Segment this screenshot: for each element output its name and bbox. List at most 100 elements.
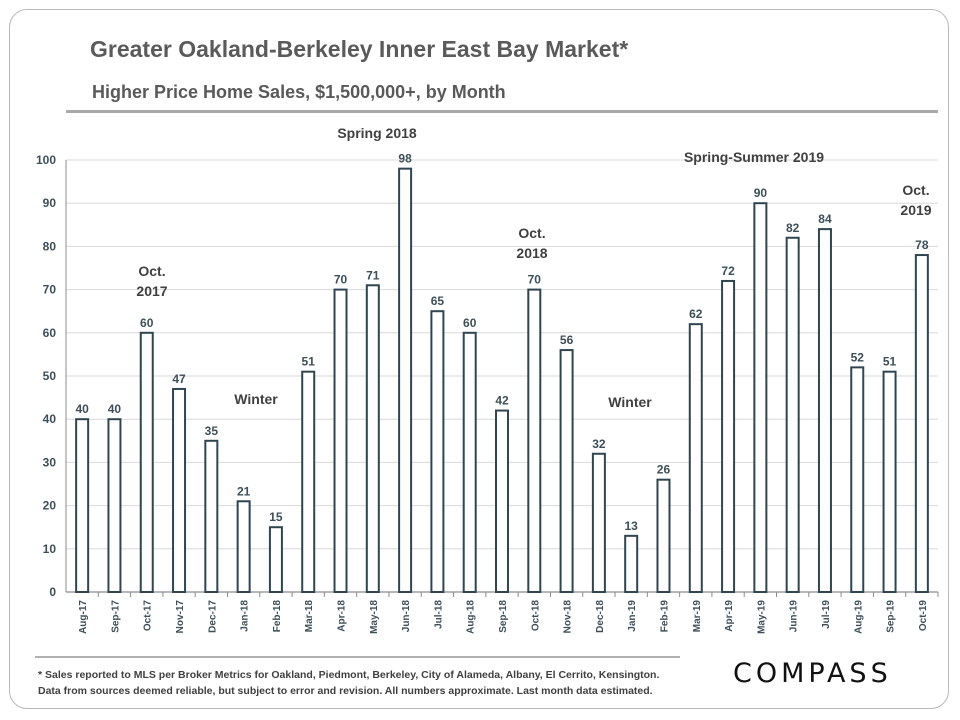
- x-tick-label: Jun-19: [789, 600, 800, 633]
- x-tick-label: Nov-18: [563, 600, 574, 634]
- x-tick-label: Sep-19: [886, 600, 897, 633]
- bar: [268, 526, 283, 594]
- chart-annotation: Oct.: [138, 263, 165, 279]
- data-label: 70: [334, 273, 348, 287]
- x-tick-label: Jul-19: [821, 600, 832, 629]
- y-tick-label: 80: [43, 239, 57, 253]
- bar: [204, 439, 219, 593]
- y-tick-label: 40: [43, 412, 57, 426]
- y-tick-label: 30: [43, 455, 57, 469]
- data-label: 51: [302, 355, 316, 369]
- data-label: 21: [237, 484, 251, 498]
- compass-logo: COMPASS: [733, 658, 892, 689]
- bar: [850, 366, 865, 593]
- data-label: 84: [818, 212, 832, 226]
- x-tick-label: Oct-19: [918, 600, 929, 632]
- data-label: 32: [592, 437, 606, 451]
- data-label: 98: [398, 152, 412, 166]
- data-label: 60: [463, 316, 477, 330]
- data-label: 62: [689, 307, 703, 321]
- x-tick-label: Aug-19: [853, 600, 864, 634]
- bar: [624, 534, 639, 594]
- x-tick-label: Jun-18: [401, 600, 412, 633]
- bar: [107, 418, 122, 594]
- chart-annotation: Spring-Summer 2019: [684, 149, 824, 165]
- data-label: 15: [269, 510, 283, 524]
- chart-annotation: 2019: [900, 202, 931, 218]
- footnote-divider: [35, 656, 680, 658]
- data-label: 90: [754, 186, 768, 200]
- data-label: 42: [495, 394, 509, 408]
- chart-annotation: Winter: [234, 391, 278, 407]
- chart-annotation: 2018: [516, 245, 547, 261]
- x-tick-label: May-18: [369, 600, 380, 634]
- bar: [559, 349, 574, 593]
- x-tick-label: Sep-17: [110, 600, 121, 633]
- x-tick-label: Aug-17: [78, 600, 89, 634]
- data-label: 52: [851, 350, 865, 364]
- bar: [398, 167, 413, 593]
- x-tick-label: Mar-19: [692, 600, 703, 633]
- bar: [721, 279, 736, 593]
- bar: [688, 323, 703, 593]
- x-tick-label: Feb-19: [659, 600, 670, 633]
- x-tick-label: Feb-18: [272, 600, 283, 633]
- bar: [753, 202, 768, 593]
- y-tick-label: 70: [43, 283, 57, 297]
- y-tick-label: 50: [43, 369, 57, 383]
- data-label: 70: [528, 273, 542, 287]
- data-label: 60: [140, 316, 154, 330]
- y-tick-label: 90: [43, 196, 57, 210]
- x-tick-label: Jan-19: [627, 600, 638, 632]
- chart-annotation: Oct.: [902, 182, 929, 198]
- y-tick-label: 100: [36, 153, 56, 167]
- chart-subtitle: Higher Price Home Sales, $1,500,000+, by…: [92, 82, 506, 102]
- chart-annotation: Spring 2018: [337, 125, 417, 141]
- chart-title: Greater Oakland-Berkeley Inner East Bay …: [90, 36, 629, 62]
- bar: [914, 254, 929, 593]
- bar: [236, 500, 251, 593]
- bar: [430, 310, 445, 593]
- data-label: 82: [786, 221, 800, 235]
- x-tick-label: Nov-17: [175, 600, 186, 634]
- data-label: 71: [366, 268, 380, 282]
- x-tick-label: Apr-18: [337, 600, 348, 632]
- data-label: 40: [108, 402, 122, 416]
- bar: [785, 236, 800, 593]
- chart-annotation: Oct.: [518, 225, 545, 241]
- data-label: 51: [883, 355, 897, 369]
- data-label: 13: [625, 519, 639, 533]
- bar: [817, 228, 832, 593]
- data-label: 26: [657, 463, 671, 477]
- chart-annotation: Winter: [608, 394, 652, 410]
- x-tick-label: Apr-19: [724, 600, 735, 632]
- bar: [527, 288, 542, 593]
- data-label: 78: [915, 238, 929, 252]
- x-tick-label: Aug-18: [466, 600, 477, 634]
- data-label: 65: [431, 294, 445, 308]
- y-tick-label: 10: [43, 542, 57, 556]
- y-tick-label: 60: [43, 326, 57, 340]
- x-tick-label: Oct-17: [143, 600, 154, 632]
- data-label: 72: [721, 264, 735, 278]
- data-label: 47: [172, 372, 186, 386]
- x-tick-label: Sep-18: [498, 600, 509, 633]
- bar: [495, 409, 509, 593]
- y-tick-label: 0: [49, 585, 56, 599]
- data-label: 40: [75, 402, 89, 416]
- x-tick-label: Jan-18: [240, 600, 251, 632]
- bar: [333, 288, 348, 593]
- bar: [591, 452, 606, 594]
- y-tick-label: 20: [43, 499, 57, 513]
- x-tick-label: Mar-18: [304, 600, 315, 633]
- footnote: * Sales reported to MLS per Broker Metri…: [38, 667, 659, 699]
- bar: [75, 418, 90, 594]
- x-tick-label: Oct-18: [530, 600, 541, 632]
- x-tick-label: Jul-18: [433, 600, 444, 629]
- bar: [139, 331, 154, 593]
- x-tick-label: Dec-18: [595, 600, 606, 633]
- x-tick-label: Dec-17: [207, 600, 218, 633]
- x-tick-label: May-19: [756, 600, 767, 634]
- footnote-line-1: * Sales reported to MLS per Broker Metri…: [38, 669, 660, 681]
